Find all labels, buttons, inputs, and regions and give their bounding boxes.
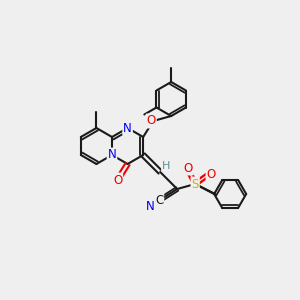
Text: N: N [146, 200, 154, 212]
Text: O: O [113, 173, 122, 187]
Text: H: H [162, 161, 170, 171]
Text: O: O [184, 161, 193, 175]
Text: C: C [155, 194, 163, 206]
Text: N: N [123, 122, 132, 134]
Text: N: N [108, 148, 116, 161]
Text: S: S [191, 178, 199, 190]
Text: O: O [207, 167, 216, 181]
Text: O: O [147, 115, 156, 128]
